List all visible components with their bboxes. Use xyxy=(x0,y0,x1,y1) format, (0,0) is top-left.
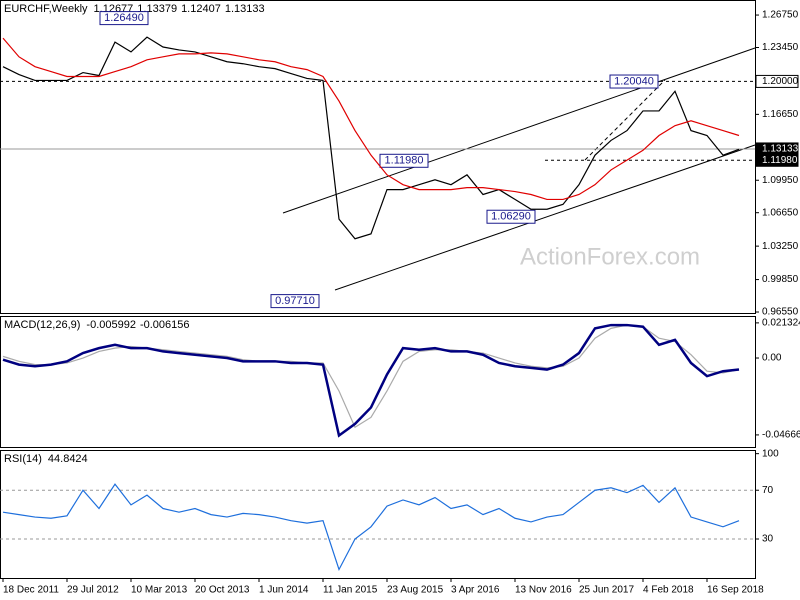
series-line xyxy=(2,483,740,572)
x-tick-label: 16 Sep 2018 xyxy=(707,585,764,596)
y-tick-label: 1.26750 xyxy=(762,10,799,21)
y-tick-label: 0.00 xyxy=(762,353,782,364)
price-box xyxy=(755,153,799,167)
y-tick-label: 100 xyxy=(762,448,779,459)
y-tick-label: 1.03250 xyxy=(762,241,799,252)
panel-title: RSI(14) xyxy=(4,453,42,465)
price-label: 1.13133 xyxy=(762,144,799,155)
panel-title: MACD(12,26,9) xyxy=(4,319,80,331)
y-tick-label: 1.09950 xyxy=(762,175,799,186)
header-value: 44.8424 xyxy=(48,453,88,465)
x-tick-label: 3 Apr 2016 xyxy=(451,585,500,596)
header-value: -0.006156 xyxy=(140,319,190,331)
x-tick-label: 13 Nov 2016 xyxy=(515,585,572,596)
panel-frame xyxy=(0,450,756,579)
y-tick-label: 0.99850 xyxy=(762,274,799,285)
y-tick-label: 1.23450 xyxy=(762,42,799,53)
annotation-box xyxy=(609,74,659,89)
annotation-label: 1.26490 xyxy=(104,12,144,24)
y-tick-label: 30 xyxy=(762,534,774,545)
annotation-box xyxy=(486,209,536,224)
price-box xyxy=(755,74,799,88)
annotation-label: 1.06290 xyxy=(491,211,531,223)
y-tick-label: 70 xyxy=(762,485,774,496)
x-tick-label: 4 Feb 2018 xyxy=(643,585,694,596)
channel-upper xyxy=(282,47,756,214)
x-tick-label: 10 Mar 2013 xyxy=(131,585,188,596)
annotation-box xyxy=(379,153,429,168)
x-tick-label: 29 Jul 2012 xyxy=(67,585,119,596)
annotation-label: 0.97710 xyxy=(275,295,315,307)
x-tick-label: 23 Aug 2015 xyxy=(387,585,444,596)
annotation-box xyxy=(99,11,149,26)
series-line xyxy=(2,37,740,201)
x-tick-label: 25 Jun 2017 xyxy=(579,585,634,596)
header-value: -0.005992 xyxy=(86,319,136,331)
x-tick-label: 1 Jun 2014 xyxy=(259,585,309,596)
annotation-box xyxy=(270,294,320,309)
y-tick-label: -0.046663 xyxy=(762,430,800,441)
annotation-label: 1.20040 xyxy=(614,75,654,87)
y-tick-label: 1.06650 xyxy=(762,207,799,218)
panel-header: MACD(12,26,9) -0.005992 -0.006156 xyxy=(4,319,190,331)
x-tick-label: 18 Dec 2011 xyxy=(3,585,59,596)
series-line xyxy=(2,323,740,438)
watermark: ActionForex.com xyxy=(520,243,700,270)
panel-frame xyxy=(0,316,756,448)
trend-line xyxy=(584,79,666,161)
price-label: 1.20000 xyxy=(762,76,799,87)
x-tick-label: 20 Oct 2013 xyxy=(195,585,250,596)
series-line xyxy=(2,36,740,240)
panel-header: RSI(14) 44.8424 xyxy=(4,453,88,465)
y-tick-label: 1.16650 xyxy=(762,109,799,120)
header-value: 1.13133 xyxy=(225,3,265,15)
price-label: 1.11980 xyxy=(762,155,798,166)
y-tick-label: 0.96550 xyxy=(762,307,799,318)
x-tick-label: 11 Jan 2015 xyxy=(323,585,378,596)
channel-lower xyxy=(334,144,756,291)
y-tick-label: 0.021324 xyxy=(762,318,800,329)
annotation-label: 1.11980 xyxy=(385,155,424,167)
panel-title: EURCHF,Weekly xyxy=(4,3,88,15)
header-value: 1.12407 xyxy=(181,3,221,15)
